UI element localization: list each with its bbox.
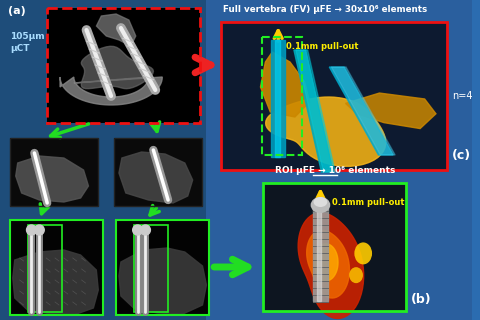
Text: ROI μFE → 10⁶ elements: ROI μFE → 10⁶ elements [275,166,395,175]
Polygon shape [294,50,333,172]
Polygon shape [312,203,328,301]
Bar [116,220,209,315]
Bar [134,225,168,312]
Polygon shape [60,77,162,105]
Polygon shape [307,230,349,298]
Polygon shape [346,93,436,129]
Bar [10,220,103,315]
Text: (a): (a) [8,6,25,16]
Bar [10,138,98,206]
Circle shape [35,225,44,235]
Polygon shape [119,152,192,203]
Polygon shape [298,213,364,318]
Polygon shape [316,203,322,301]
Polygon shape [265,97,385,166]
Polygon shape [296,50,335,172]
Bar [116,220,209,315]
Circle shape [26,225,36,235]
Polygon shape [13,250,98,315]
Polygon shape [271,40,285,157]
Text: 105μm
μCT: 105μm μCT [10,32,45,53]
Polygon shape [331,67,395,155]
Polygon shape [275,40,280,157]
Text: 0.1mm pull-out: 0.1mm pull-out [286,42,359,51]
Bar [10,138,98,206]
Polygon shape [119,248,206,314]
Bar [114,138,203,206]
Circle shape [132,225,143,235]
Text: Full vertebra (FV) μFE → 30x10⁶ elements: Full vertebra (FV) μFE → 30x10⁶ elements [223,5,427,14]
Bar [263,37,302,155]
Polygon shape [16,156,88,202]
Bar [264,183,406,311]
Polygon shape [265,97,385,166]
Bar [47,8,200,123]
Bar [264,183,406,311]
Bar [221,22,447,170]
Circle shape [141,225,150,235]
Polygon shape [96,14,136,46]
Ellipse shape [313,197,327,207]
Ellipse shape [349,267,363,283]
Polygon shape [314,244,338,281]
Bar [221,22,447,170]
Polygon shape [261,52,310,117]
Bar [10,220,103,315]
Text: n=4: n=4 [452,91,473,101]
Bar [47,8,200,123]
Ellipse shape [311,197,330,213]
Text: (b): (b) [411,293,432,306]
Bar [206,0,472,320]
Bar [27,225,62,312]
Polygon shape [329,67,393,155]
Polygon shape [81,46,154,89]
Text: 0.1mm pull-out: 0.1mm pull-out [332,198,405,207]
Bar [114,138,203,206]
Ellipse shape [354,243,372,264]
Text: (c): (c) [452,149,471,162]
